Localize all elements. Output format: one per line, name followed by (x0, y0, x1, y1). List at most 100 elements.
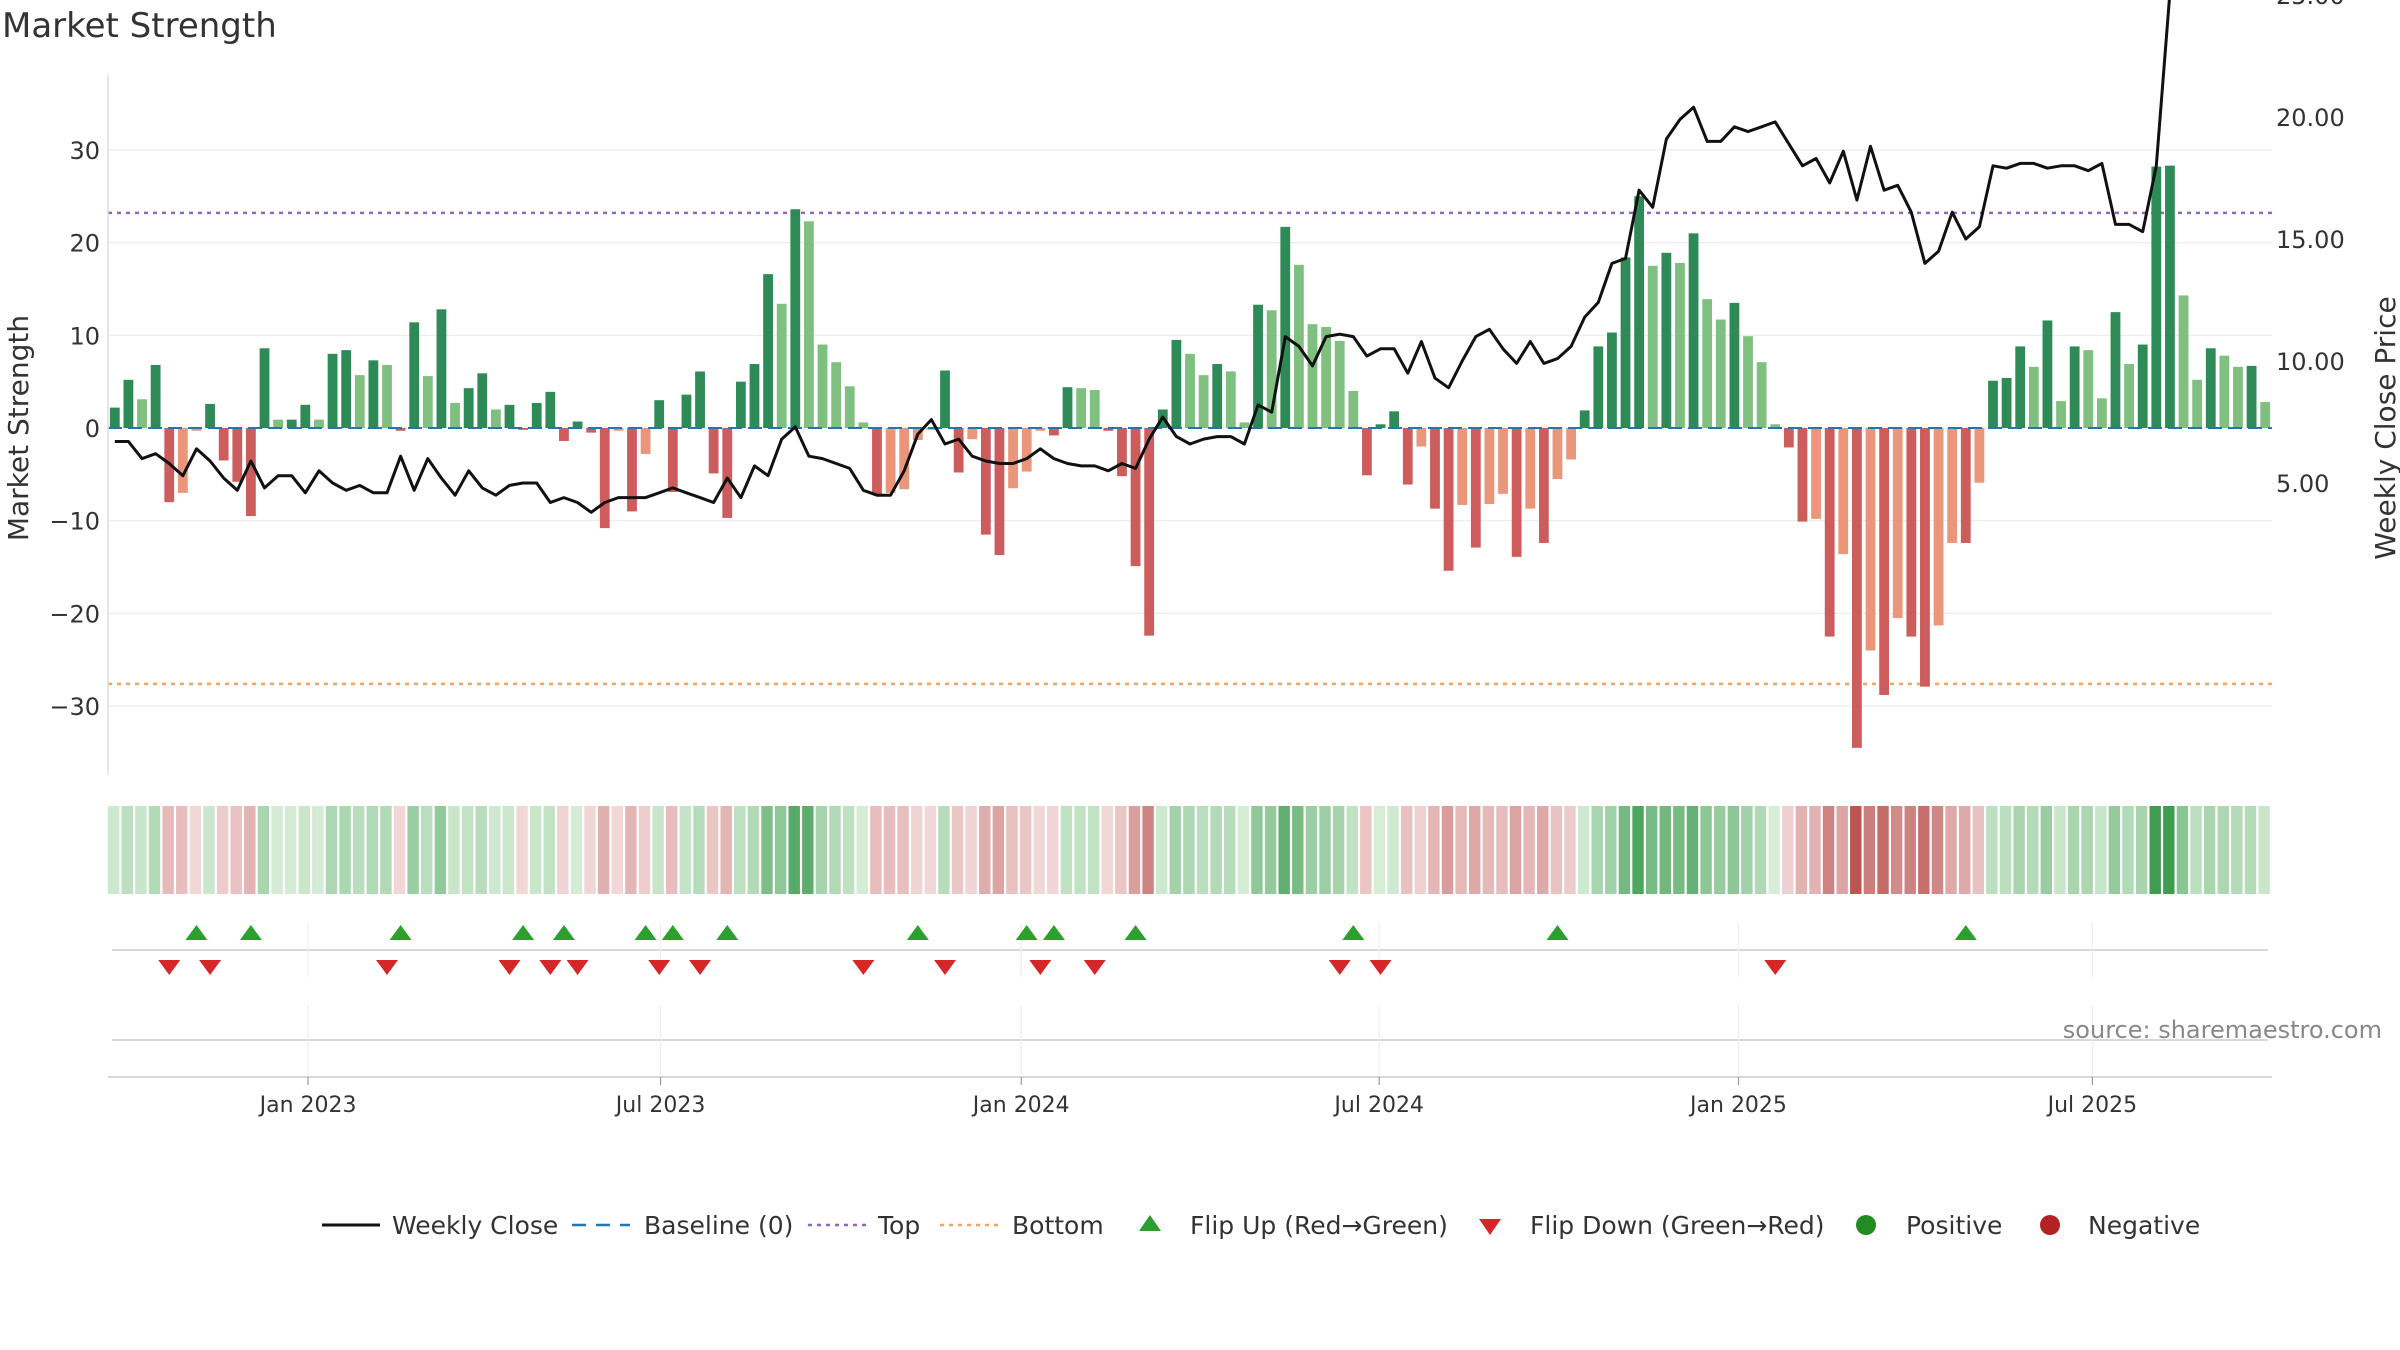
heat-cell (706, 806, 719, 894)
strength-bar (531, 402, 542, 428)
strength-bar (654, 400, 665, 428)
heat-cell (1945, 806, 1957, 894)
strength-bar (2165, 165, 2175, 428)
strength-bar (559, 428, 569, 441)
strength-bar (1593, 346, 1604, 428)
heat-cell (271, 806, 283, 894)
heat-cell (108, 806, 120, 894)
heat-cell (325, 806, 338, 894)
heat-cell (1877, 806, 1889, 894)
legend-item-top: Top (808, 1211, 920, 1240)
strength-bar (858, 422, 869, 428)
legend-label: Flip Up (Red→Green) (1190, 1211, 1448, 1240)
strength-bar (1212, 364, 1223, 428)
heat-cell (516, 806, 528, 894)
heat-cell (393, 806, 406, 894)
heat-cell (910, 806, 923, 894)
heat-cell (244, 806, 256, 894)
strength-bar (804, 221, 814, 428)
strength-bar (1661, 252, 1672, 428)
heat-cell (774, 806, 787, 894)
heat-cell (638, 806, 651, 894)
strength-bar (2110, 312, 2121, 428)
heat-cell (1101, 806, 1113, 894)
heat-cell (1060, 806, 1073, 894)
heat-cell (2190, 806, 2202, 894)
right-tick-label: 25.00 (2276, 0, 2345, 10)
strength-bar (354, 375, 365, 428)
heat-cell (2163, 806, 2175, 894)
strength-bar (1416, 428, 1427, 447)
legend-label: Bottom (1012, 1211, 1104, 1240)
strength-bar (695, 371, 705, 428)
legend-swatch-triangle-up (1139, 1215, 1161, 1231)
strength-bar (273, 419, 284, 428)
heat-cell (461, 806, 474, 894)
strength-bar (1579, 410, 1590, 428)
strength-bar (2246, 365, 2257, 428)
strength-bar (1171, 339, 1182, 428)
heat-cell (2244, 806, 2257, 894)
flip-down-marker (1083, 960, 1106, 975)
left-tick-label: −30 (49, 693, 100, 721)
heat-cell (870, 806, 882, 894)
strength-bar (708, 428, 719, 474)
heat-cell (584, 806, 596, 894)
heat-cell (979, 806, 991, 894)
flip-up-marker (661, 925, 684, 940)
flip-up-marker (239, 925, 262, 940)
heat-cell (1414, 806, 1426, 894)
flip-up-marker (1042, 925, 1065, 940)
heat-cell (1006, 806, 1018, 894)
x-tick-label: Jul 2025 (2046, 1093, 2138, 1118)
heat-cell (1958, 806, 1971, 894)
strength-bar (667, 428, 678, 492)
strength-bar (1525, 428, 1536, 509)
strength-bar (1933, 428, 1944, 626)
strength-bar (1743, 336, 1753, 428)
legend: Weekly Close Baseline (0) Top Bottom Flip Up… (322, 1211, 2200, 1240)
strength-bar (627, 428, 637, 512)
strength-bar (137, 399, 147, 428)
strength-bar (1076, 388, 1087, 428)
strength-bar (994, 428, 1005, 555)
strength-bar (1089, 389, 1100, 428)
strength-bar (177, 428, 188, 493)
legend-swatch-circle (2040, 1215, 2060, 1235)
heat-cell (1972, 806, 1984, 894)
heat-cell (312, 806, 324, 894)
flip-down-marker (1764, 960, 1787, 975)
heat-cell (1850, 806, 1862, 894)
strength-bar (980, 428, 991, 535)
strength-bar (1770, 424, 1781, 428)
strength-bar (382, 364, 392, 428)
strength-bar (1552, 428, 1563, 479)
heat-cell (1128, 806, 1141, 894)
strength-bar (395, 428, 406, 431)
strength-bar (2028, 366, 2039, 428)
flip-down-marker (199, 960, 222, 975)
heat-cell (1428, 806, 1440, 894)
x-tick-label: Jan 2025 (1688, 1093, 1787, 1118)
strength-bar (2001, 377, 2012, 428)
heat-cell (2122, 806, 2134, 894)
strength-bar (885, 428, 896, 493)
legend-item-baseline: Baseline (0) (572, 1211, 793, 1240)
strength-bar (953, 428, 964, 473)
strength-bar (1470, 428, 1481, 548)
strength-bar (940, 370, 950, 428)
heat-cell (1019, 806, 1032, 894)
strength-bar (409, 322, 420, 428)
heat-cell (1686, 806, 1699, 894)
strength-bar (572, 421, 583, 428)
strength-bars (108, 165, 2272, 748)
strength-bar (504, 404, 515, 428)
strength-bar (1035, 428, 1046, 431)
heat-cell (2067, 806, 2080, 894)
heat-cell (1373, 806, 1386, 894)
legend-label: Baseline (0) (644, 1211, 793, 1240)
strength-bar (2178, 295, 2189, 428)
strength-bar (545, 391, 556, 428)
heat-cell (1999, 806, 2012, 894)
strength-bar (1225, 371, 1236, 428)
